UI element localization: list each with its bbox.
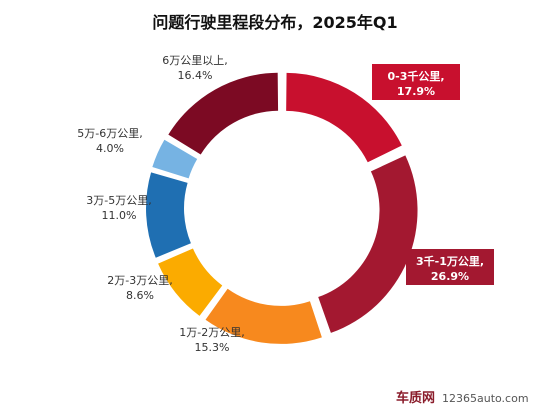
donut-slice <box>318 155 418 333</box>
donut-slice <box>286 72 402 163</box>
slice-value-label: 16.4% <box>178 69 213 82</box>
slice-value-label: 26.9% <box>431 270 469 283</box>
donut-slice <box>168 72 279 155</box>
slice-value-label: 15.3% <box>195 341 230 354</box>
donut-slice <box>152 139 198 179</box>
watermark-site: 12365auto.com <box>442 392 529 405</box>
slice-label: 1万-2万公里, <box>179 326 244 339</box>
slice-value-label: 11.0% <box>102 209 137 222</box>
slice-label: 3万-5万公里, <box>86 194 151 207</box>
watermark: 车质网 12365auto.com <box>396 390 529 406</box>
donut-slice <box>146 172 191 258</box>
slice-label: 5万-6万公里, <box>77 127 142 140</box>
slices-group <box>146 72 418 344</box>
labels-group: 0-3千公里, 17.9% 3千-1万公里, 26.9% 1万-2万公里, 15.3% 2万… <box>77 54 494 354</box>
watermark-logo: 车质网 <box>396 390 435 406</box>
slice-label: 3千-1万公里, <box>416 254 484 268</box>
slice-value-label: 4.0% <box>96 142 124 155</box>
label-highlight-box <box>406 249 494 285</box>
slice-label: 2万-3万公里, <box>107 274 172 287</box>
label-highlight-box <box>372 64 460 100</box>
slice-value-label: 17.9% <box>397 85 435 98</box>
donut-slice <box>205 288 322 344</box>
slice-label: 6万公里以上, <box>162 54 228 67</box>
chart-title: 问题行驶里程段分布，2025年Q1 <box>152 13 397 32</box>
slice-label: 0-3千公里, <box>387 69 444 83</box>
donut-slice <box>158 248 223 316</box>
slice-value-label: 8.6% <box>126 289 154 302</box>
